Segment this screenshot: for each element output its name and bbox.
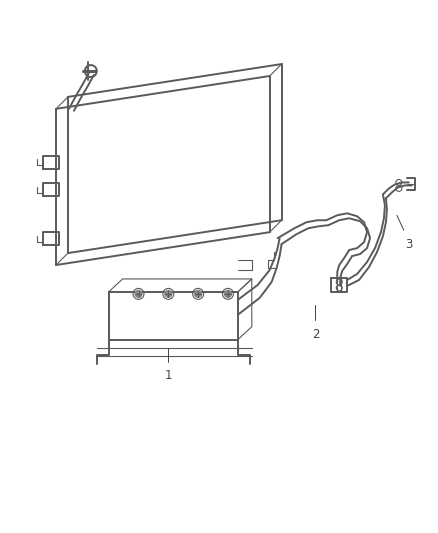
Text: 2: 2 (311, 328, 319, 341)
Circle shape (224, 290, 231, 297)
Text: 3: 3 (405, 238, 413, 251)
Circle shape (165, 290, 172, 297)
Circle shape (194, 290, 201, 297)
Circle shape (135, 290, 142, 297)
Text: 1: 1 (165, 369, 172, 383)
